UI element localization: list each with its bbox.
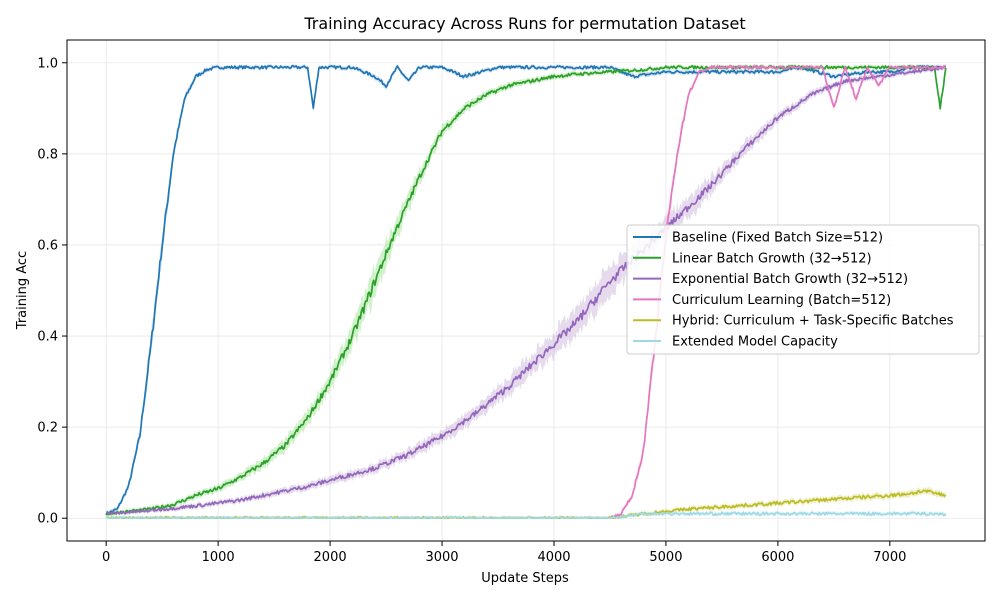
legend-entry: Hybrid: Curriculum + Task-Specific Batch… [672, 314, 954, 329]
y-tick-label: 1.0 [37, 56, 58, 71]
x-tick-label: 6000 [761, 550, 794, 565]
x-tick-label: 1000 [202, 550, 235, 565]
x-axis-title: Update Steps [481, 571, 569, 586]
y-axis-ticks: 0.0 0.2 0.4 0.6 0.8 1.0 [37, 56, 67, 527]
series-line [105, 65, 947, 516]
legend: Baseline (Fixed Batch Size=512) Linear Ba… [626, 224, 980, 355]
x-tick-label: 2000 [314, 550, 347, 565]
legend-entry: Exponential Batch Growth (32→512) [672, 272, 908, 287]
legend-entry: Linear Batch Growth (32→512) [672, 251, 872, 266]
x-axis-ticks: 0 1000 2000 3000 4000 5000 6000 7000 [102, 541, 906, 565]
y-tick-label: 0.0 [37, 512, 58, 527]
plot-frame [66, 39, 986, 542]
y-axis-title: Training Acc [15, 251, 30, 330]
x-tick-label: 5000 [649, 550, 682, 565]
y-tick-label: 0.4 [37, 330, 58, 345]
y-tick-label: 0.2 [37, 421, 58, 436]
legend-box [626, 224, 980, 355]
legend-entry: Baseline (Fixed Batch Size=512) [672, 231, 883, 246]
x-tick-label: 4000 [537, 550, 570, 565]
y-tick-label: 0.6 [37, 238, 58, 253]
legend-entry: Extended Model Capacity [672, 335, 838, 350]
series-line [105, 65, 947, 516]
x-tick-label: 3000 [425, 550, 458, 565]
x-tick-label: 0 [102, 550, 110, 565]
y-tick-label: 0.8 [37, 147, 58, 162]
series-line [105, 511, 947, 520]
x-tick-label: 7000 [873, 550, 906, 565]
legend-entry: Curriculum Learning (Batch=512) [672, 293, 891, 308]
chart-title: Training Accuracy Across Runs for permut… [303, 14, 745, 33]
